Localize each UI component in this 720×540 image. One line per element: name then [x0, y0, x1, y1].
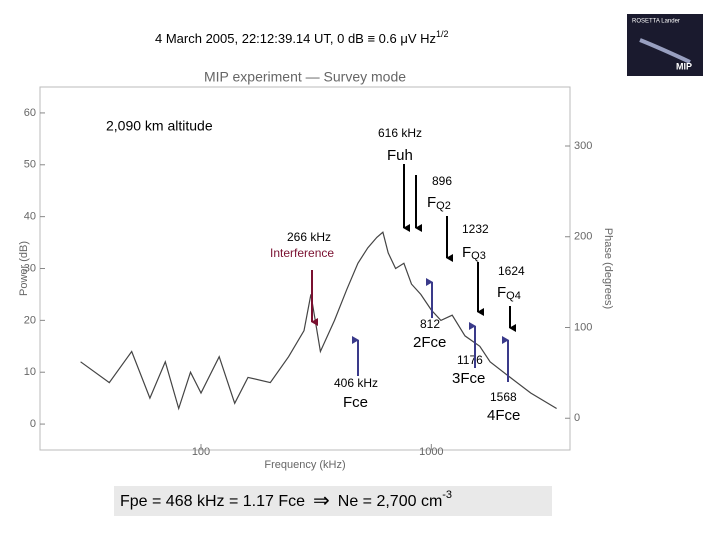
annotation: 2Fce: [413, 334, 446, 351]
annotations: 2,090 km altitude 616 kHz Fuh 896 FQ2 12…: [101, 114, 525, 424]
annotation: Fuh: [387, 147, 413, 164]
annotation: FQ2: [427, 194, 451, 212]
footer-box: [114, 486, 552, 516]
annotation: FQ3: [462, 244, 486, 262]
y2-tick-label: 300: [574, 140, 592, 152]
y-tick-label: 50: [24, 159, 36, 171]
annotation: 812: [420, 317, 440, 331]
annotation: 406 kHz: [334, 376, 378, 390]
annotation: Fce: [343, 394, 368, 411]
footer: Fpe = 468 kHz = 1.17 Fce ⇒ Ne = 2,700 cm-3: [120, 489, 452, 512]
annotation: 1568: [490, 390, 517, 404]
annotation: 896: [432, 174, 452, 188]
y-tick-label: 0: [30, 418, 36, 430]
annotation: FQ4: [497, 284, 521, 302]
y2-tick-label: 0: [574, 412, 580, 424]
y-axis-label: Power (dB): [18, 241, 30, 296]
x-tick-label: 1000: [419, 446, 443, 458]
header: 4 March 2005, 22:12:39.14 UT, 0 dB ≡ 0.6…: [155, 29, 449, 46]
annotation: 1176: [457, 353, 483, 367]
annotation: 266 kHz: [287, 230, 331, 244]
y-tick-label: 10: [24, 366, 36, 378]
annotation: 2,090 km altitude: [106, 118, 213, 134]
x-axis-label: Frequency (kHz): [264, 459, 345, 471]
logo-top: ROSETTA Lander: [632, 19, 680, 25]
y-tick-label: 40: [24, 211, 36, 223]
label-box: [101, 114, 247, 140]
annotation: 1232: [462, 222, 489, 236]
y2-axis-label: Phase (degrees): [602, 228, 614, 309]
annotation: Interference: [270, 246, 334, 260]
spectrum-line: [80, 231, 557, 411]
y-tick-label: 60: [24, 107, 36, 119]
annotation: 1624: [498, 264, 525, 278]
y2-tick-label: 100: [574, 321, 592, 333]
y2-tick-label: 200: [574, 231, 592, 243]
plot-title: MIP experiment — Survey mode: [204, 69, 406, 85]
y-tick-label: 20: [24, 314, 36, 326]
logo: [627, 14, 703, 76]
annotation: 3Fce: [452, 370, 485, 387]
y-tick-label: 30: [24, 262, 36, 274]
plot: MIP experiment — Survey mode Frequency (k…: [18, 69, 614, 471]
x-tick-label: 100: [192, 446, 210, 458]
annotation: 616 kHz: [378, 126, 422, 140]
logo-bottom: MIP: [676, 61, 692, 71]
annotation: 4Fce: [487, 407, 520, 424]
logo-comet: [639, 38, 691, 64]
